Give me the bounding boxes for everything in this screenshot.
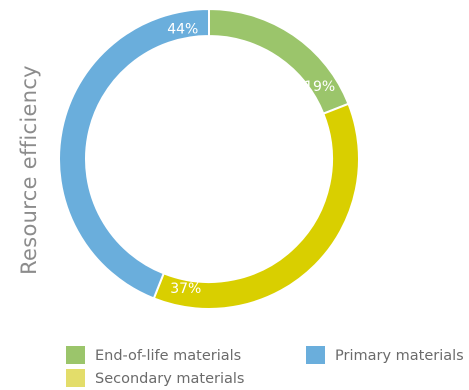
legend-label-primary: Primary materials <box>335 348 464 364</box>
slice-label-primary-materials: 44% <box>167 22 198 38</box>
y-axis-label: Resource efficiency <box>17 65 41 275</box>
slice-label-end-of-life-materials: 19% <box>304 79 335 95</box>
legend-item-primary: Primary materials <box>306 346 464 364</box>
legend: End-of-life materials Primary materials … <box>66 346 464 387</box>
slice-primary-materials <box>58 7 210 300</box>
legend-label-end-of-life: End-of-life materials <box>95 348 241 364</box>
slice-secondary-materials <box>152 102 360 310</box>
legend-label-secondary: Secondary materials <box>95 371 244 387</box>
donut-slices <box>58 7 360 310</box>
legend-swatch-primary <box>306 346 325 364</box>
legend-item-secondary: Secondary materials <box>66 369 244 387</box>
donut-slice-labels: 19% 37% 44% <box>167 22 335 297</box>
legend-swatch-secondary <box>66 369 85 387</box>
legend-swatch-end-of-life <box>66 346 85 364</box>
slice-end-of-life-materials <box>208 7 350 116</box>
slice-label-secondary-materials: 37% <box>170 281 201 297</box>
legend-item-end-of-life: End-of-life materials <box>66 346 241 364</box>
